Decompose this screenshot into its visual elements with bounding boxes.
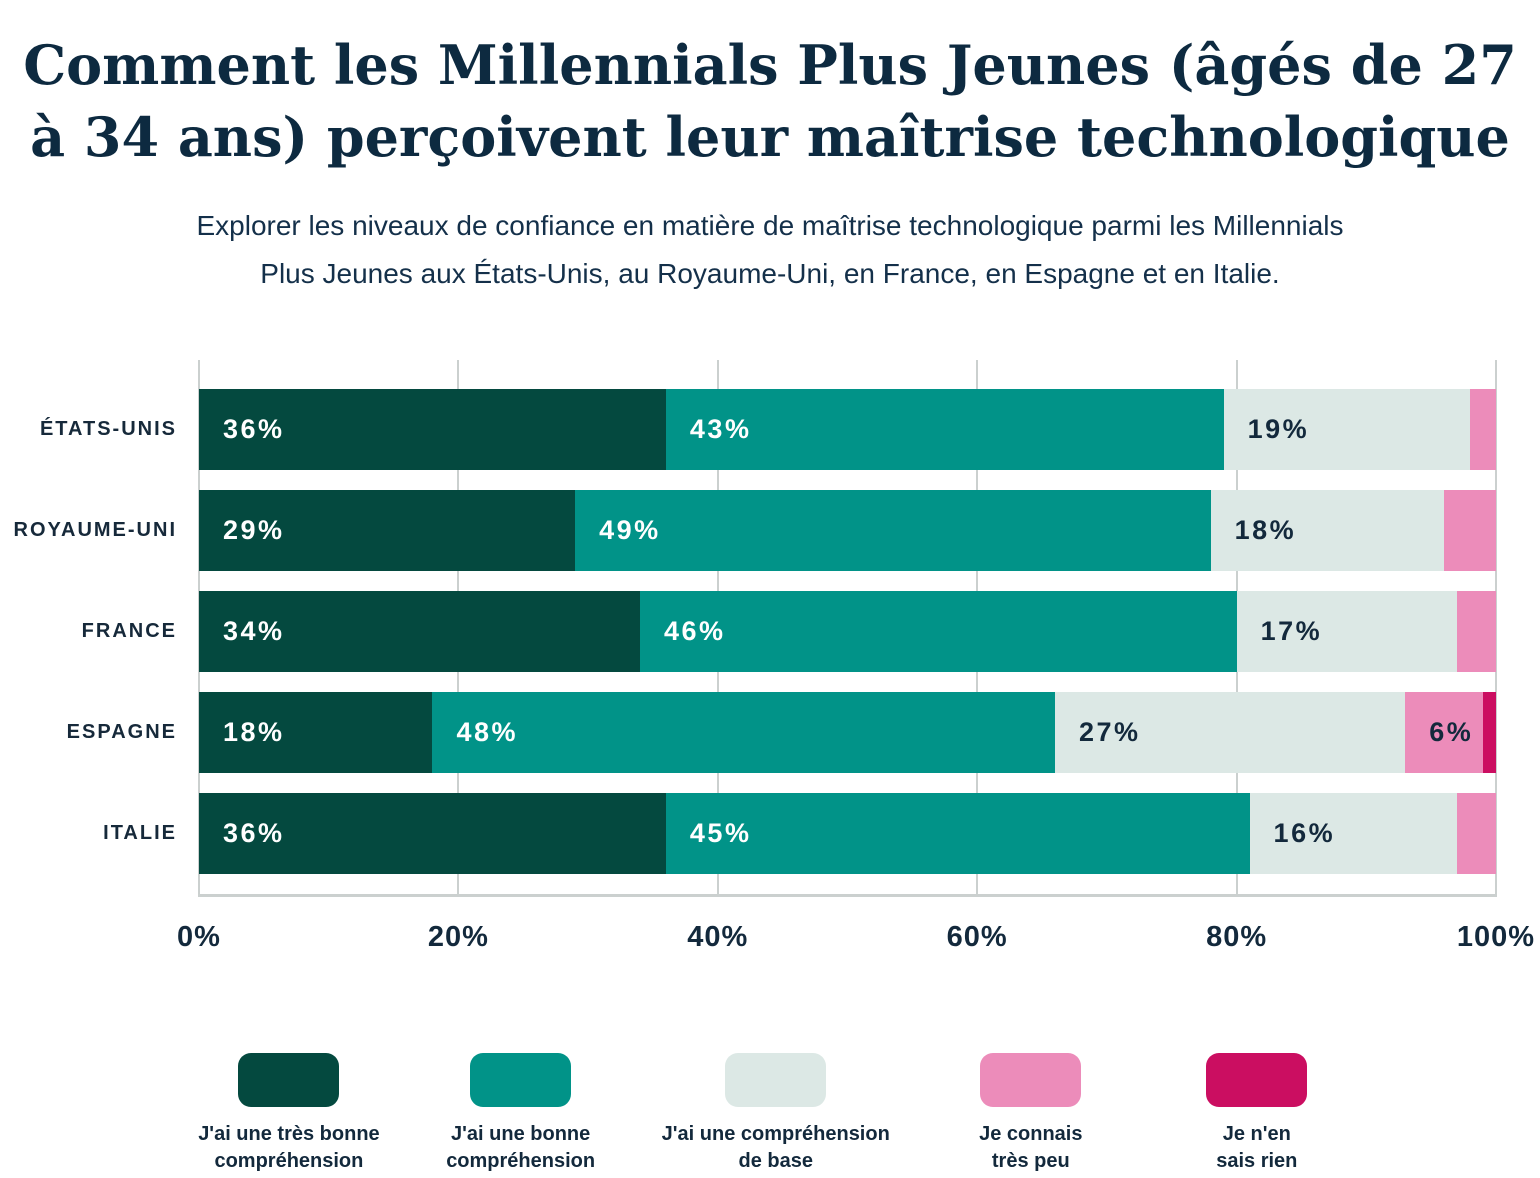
stacked-bar-chart: ÉTATS-UNIS ROYAUME-UNI FRANCE ESPAGNE ITALIE… [0, 359, 1540, 969]
gridline-100% [1495, 359, 1497, 897]
x-tick-label-40%: 40% [687, 920, 749, 953]
chart-header: Comment les Millennials Plus Jeunes (âgé… [0, 0, 1540, 298]
x-tick-label-100%: 100% [1456, 920, 1536, 953]
legend-label: J'ai une très bonne compréhension [198, 1122, 380, 1172]
chart-subtitle: Explorer les niveaux de confiance en mat… [0, 202, 1540, 298]
bar-segment: 19% [1223, 388, 1471, 470]
bar-segment [1483, 691, 1496, 773]
bar-value-label: 6% [1429, 716, 1474, 747]
legend-item: J'ai une très bonne compréhension [198, 1052, 380, 1175]
x-tick-label-20%: 20% [427, 920, 489, 953]
legend-swatch [470, 1052, 572, 1107]
bar-segment: 48% [432, 691, 1055, 773]
chart-legend: J'ai une très bonne compréhension J'ai une… [0, 1052, 1540, 1175]
bar-segment: 6% [1405, 691, 1483, 773]
bar-value-label: 18% [223, 716, 285, 747]
bar-segment: 43% [665, 388, 1224, 470]
subtitle-line-2: Plus Jeunes aux États-Unis, au Royaume-U… [260, 257, 1280, 289]
legend-label: Je connais très peu [979, 1122, 1083, 1172]
bar-segment [1457, 590, 1496, 672]
plot-area: 36% 43% 19% 29% 49% 18% 34% 46% 17% 18% 48% 27% 6% 36… [198, 359, 1497, 897]
bar-value-label: 19% [1247, 413, 1310, 444]
bar-row-royaume-uni: 29% 49% 18% [199, 489, 1496, 571]
bar-value-label: 43% [689, 413, 752, 444]
legend-swatch [238, 1052, 340, 1107]
category-label-espagne: ESPAGNE [66, 720, 177, 743]
bar-segment: 46% [639, 590, 1237, 672]
legend-label: J'ai une compréhension de base [661, 1122, 890, 1172]
bar-row-italie: 36% 45% 16% [199, 792, 1496, 874]
bar-value-label: 46% [663, 615, 726, 646]
legend-swatch [725, 1052, 827, 1107]
bar-value-label: 18% [1234, 514, 1297, 545]
legend-item: J'ai une compréhension de base [661, 1052, 890, 1175]
bars-container: 36% 43% 19% 29% 49% 18% 34% 46% 17% 18% 48% 27% 6% 36… [199, 360, 1496, 874]
bar-segment [1444, 489, 1496, 571]
bar-segment [1457, 792, 1496, 874]
bar-segment [1470, 388, 1496, 470]
bar-segment: 34% [199, 590, 640, 672]
legend-label: J'ai une bonne compréhension [446, 1122, 596, 1172]
bar-value-label: 17% [1260, 615, 1323, 646]
legend-item: Je n'en sais rien [1172, 1052, 1342, 1175]
bar-value-label: 48% [456, 716, 518, 747]
bar-segment: 18% [199, 691, 433, 773]
legend-item: Je connais très peu [946, 1052, 1116, 1175]
bar-segment: 36% [199, 388, 666, 470]
legend-swatch [1206, 1052, 1308, 1107]
bar-value-label: 36% [223, 817, 285, 848]
bar-segment: 36% [199, 792, 666, 874]
bar-value-label: 27% [1079, 716, 1141, 747]
bar-segment: 16% [1249, 792, 1458, 874]
title-line-1: Comment les Millennials Plus Jeunes (âgé… [23, 33, 1517, 97]
bar-segment: 29% [199, 489, 576, 571]
category-label-royaume-uni: ROYAUME-UNI [13, 518, 177, 541]
title-line-2: à 34 ans) perçoivent leur maîtrise techn… [30, 104, 1510, 169]
bar-value-label: 36% [223, 413, 285, 444]
x-axis-line [199, 893, 1496, 897]
bar-segment: 17% [1236, 590, 1458, 672]
bar-segment: 49% [575, 489, 1211, 571]
bar-value-label: 49% [599, 514, 661, 545]
legend-swatch [980, 1052, 1082, 1107]
category-label-états-unis: ÉTATS-UNIS [39, 417, 177, 440]
legend-item: J'ai une bonne compréhension [436, 1052, 606, 1175]
bar-segment: 18% [1210, 489, 1445, 571]
bar-row-france: 34% 46% 17% [199, 590, 1496, 672]
page-title: Comment les Millennials Plus Jeunes (âgé… [20, 30, 1520, 174]
x-tick-label-60%: 60% [946, 920, 1008, 953]
legend-label: Je n'en sais rien [1216, 1122, 1298, 1172]
bar-segment: 27% [1055, 691, 1406, 773]
bar-segment: 45% [665, 792, 1250, 874]
subtitle-line-1: Explorer les niveaux de confiance en mat… [196, 209, 1344, 241]
category-labels-column: ÉTATS-UNIS ROYAUME-UNI FRANCE ESPAGNE ITALIE [0, 360, 199, 969]
plot-wrapper: 36% 43% 19% 29% 49% 18% 34% 46% 17% 18% 48% 27% 6% 36… [177, 359, 1534, 969]
bar-value-label: 29% [223, 514, 285, 545]
x-axis-ticks: 0% 20% 40% 60% 80% 100% [177, 897, 1534, 969]
x-tick-label-80%: 80% [1206, 920, 1268, 953]
bar-value-label: 16% [1273, 817, 1336, 848]
bar-value-label: 45% [689, 817, 752, 848]
x-tick-label-0%: 0% [177, 920, 221, 953]
bar-value-label: 34% [223, 615, 285, 646]
category-label-italie: ITALIE [103, 821, 177, 844]
category-label-france: FRANCE [81, 619, 177, 642]
bar-row-espagne: 18% 48% 27% 6% [199, 691, 1496, 773]
bar-row-états-unis: 36% 43% 19% [199, 388, 1496, 470]
